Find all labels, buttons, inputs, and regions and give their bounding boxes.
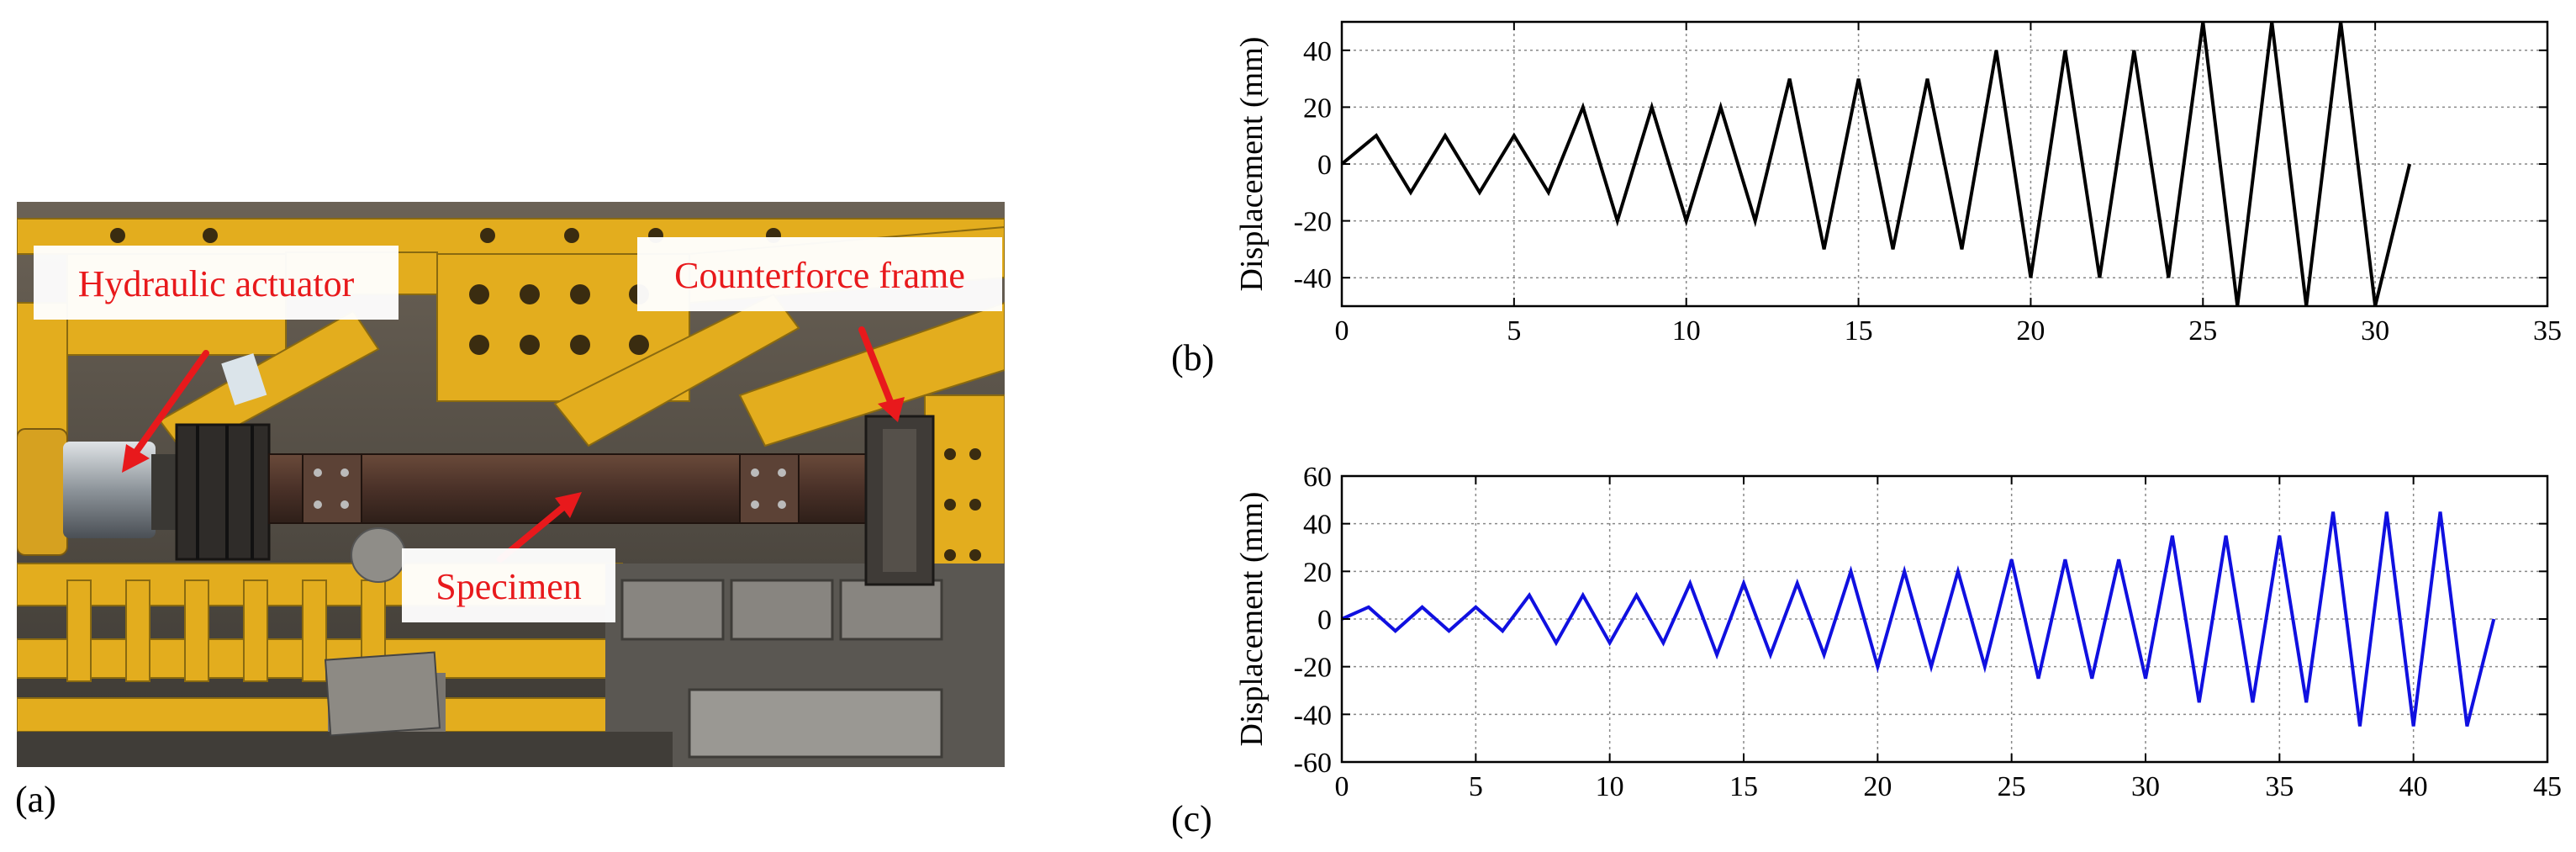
yellow-frame (17, 218, 1005, 749)
x-tick-label: 5 (1507, 315, 1521, 347)
x-tick-label: 30 (2361, 315, 2389, 347)
y-tick-label: 40 (1303, 36, 1332, 67)
label-actuator-box: Hydraulic actuator (34, 246, 399, 320)
loose-plate (324, 651, 441, 737)
y-tick-label: -20 (1294, 207, 1332, 238)
y-axis-label: Displacement (mm) (1234, 37, 1270, 292)
x-tick-label: 20 (1863, 771, 1892, 802)
label-specimen: Specimen (435, 566, 582, 607)
test-setup-photo: Hydraulic actuator Counterforce frame Sp… (17, 202, 1005, 767)
base-trays (17, 564, 1005, 767)
x-tick-label: 20 (2016, 315, 2045, 347)
x-tick-label: 35 (2533, 315, 2562, 347)
y-tick-label: -40 (1294, 263, 1332, 294)
x-tick-label: 30 (2131, 771, 2160, 802)
label-arrows (122, 326, 905, 563)
y-tick-label: 0 (1317, 150, 1332, 181)
x-tick-label: 15 (1729, 771, 1758, 802)
label-specimen-box: Specimen (402, 548, 615, 622)
y-tick-label: 40 (1303, 510, 1332, 541)
label-frame: Counterforce frame (674, 255, 965, 296)
series-line (1341, 511, 2496, 727)
x-tick-label: 40 (2399, 771, 2428, 802)
arrow-frame (858, 326, 895, 407)
plot-frame (1340, 474, 2549, 764)
x-tick-label: 10 (1672, 315, 1701, 347)
y-tick-label: -60 (1294, 748, 1332, 779)
y-tick-label: -40 (1294, 700, 1332, 731)
y-tick-label: 0 (1317, 605, 1332, 636)
arrow-head-specimen (555, 492, 582, 518)
arrow-head-actuator (122, 444, 150, 473)
panel-label: (c) (1171, 798, 1212, 839)
x-tick-label: 5 (1469, 771, 1483, 802)
x-tick-label: 15 (1845, 315, 1873, 347)
right-support (864, 415, 935, 586)
label-actuator: Hydraulic actuator (78, 263, 355, 304)
round-plate (351, 527, 406, 583)
y-axis-label: Displacement (mm) (1234, 492, 1270, 747)
panel-label-a: (a) (15, 779, 56, 820)
panel-label: (b) (1171, 337, 1214, 378)
series-line (1340, 21, 2412, 307)
y-tick-label: -20 (1294, 653, 1332, 684)
x-tick-label: 0 (1335, 771, 1349, 802)
x-tick-label: 10 (1596, 771, 1624, 802)
y-tick-label: 20 (1303, 93, 1332, 124)
y-tick-label: 60 (1303, 462, 1332, 493)
y-tick-label: 20 (1303, 557, 1332, 588)
x-tick-label: 35 (2265, 771, 2294, 802)
x-tick-label: 25 (2188, 315, 2217, 347)
x-tick-label: 0 (1335, 315, 1349, 347)
photo-illustration: Hydraulic actuator Counterforce frame Sp… (17, 202, 1005, 767)
arrow-head-frame (878, 397, 905, 422)
plot-frame (1340, 20, 2549, 308)
x-tick-label: 45 (2533, 771, 2562, 802)
label-frame-box: Counterforce frame (637, 237, 1002, 311)
arrow-actuator (131, 350, 209, 458)
paper-tag (221, 353, 267, 405)
x-tick-label: 25 (1998, 771, 2026, 802)
